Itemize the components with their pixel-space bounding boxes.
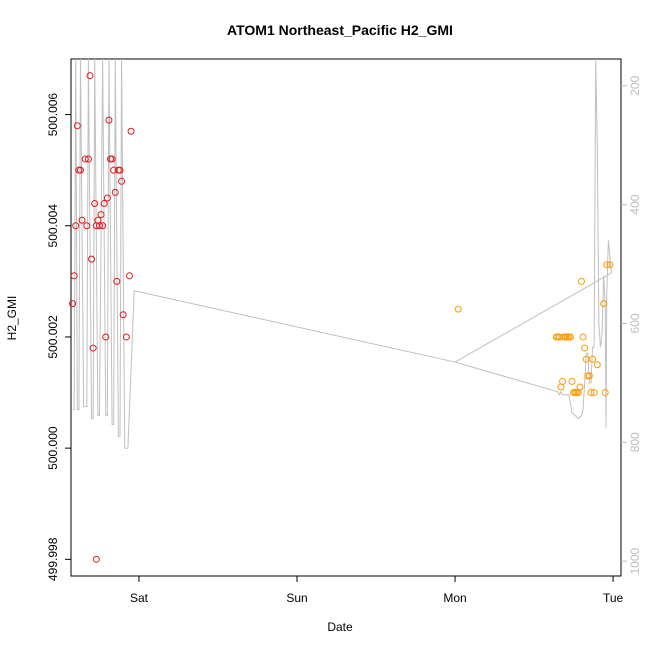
axes-layer: Sat Sun Mon Tue 499.998 500.000 500.002 500.004…: [46, 75, 642, 605]
x-tick-label: Sun: [286, 591, 307, 605]
data-point-s2: [559, 377, 567, 385]
points-layer: [69, 72, 614, 563]
data-point-s2: [601, 389, 609, 397]
x-tick-label: Mon: [443, 591, 466, 605]
data-point-s2: [581, 344, 589, 352]
y-tick-label: 499.998: [46, 537, 60, 581]
x-tick-label: Sat: [130, 591, 149, 605]
data-point-s1: [88, 255, 96, 263]
y-axis-label: H2_GMI: [5, 296, 19, 341]
data-point-s1: [92, 555, 100, 563]
data-point-s1: [84, 155, 92, 163]
data-point-s1: [70, 272, 78, 280]
data-point-s2: [566, 333, 574, 341]
y-tick-label: 500.004: [46, 204, 60, 248]
data-point-s1: [111, 188, 119, 196]
data-point-s2: [603, 261, 611, 269]
data-point-s1: [69, 300, 77, 308]
data-point-s1: [113, 277, 121, 285]
y-tick-label: 500.006: [46, 93, 60, 137]
data-point-s2: [600, 300, 608, 308]
data-point-s1: [86, 72, 94, 80]
data-point-s1: [95, 222, 103, 230]
pressure-line: [72, 59, 613, 449]
data-point-s1: [127, 127, 135, 135]
y2-tick-label: 400: [628, 194, 642, 214]
data-point-s1: [99, 222, 107, 230]
data-point-s2: [576, 383, 584, 391]
y-tick-label: 500.000: [46, 426, 60, 470]
data-point-s2: [593, 361, 601, 369]
data-point-s2: [454, 305, 462, 313]
data-point-s1: [72, 222, 80, 230]
data-point-s1: [116, 166, 124, 174]
data-point-s1: [89, 344, 97, 352]
data-point-s1: [125, 272, 133, 280]
data-point-s2: [585, 372, 593, 380]
data-point-s1: [122, 333, 130, 341]
data-point-s1: [118, 177, 126, 185]
pressure-line-layer: [72, 59, 613, 449]
data-point-s1: [73, 122, 81, 130]
data-point-s1: [97, 211, 105, 219]
chart-title: ATOM1 Northeast_Pacific H2_GMI: [227, 22, 453, 38]
data-point-s2: [589, 355, 597, 363]
data-point-s2: [587, 389, 595, 397]
data-point-s1: [119, 311, 127, 319]
data-point-s1: [76, 166, 84, 174]
x-axis-label: Date: [327, 620, 353, 634]
y2-tick-label: 800: [628, 432, 642, 452]
data-point-s1: [103, 194, 111, 202]
data-point-s1: [83, 222, 91, 230]
data-point-s2: [568, 377, 576, 385]
plot-box: [70, 58, 622, 577]
data-point-s1: [102, 333, 110, 341]
data-point-s1: [78, 216, 86, 224]
plot-area: [70, 58, 622, 577]
data-point-s2: [606, 261, 614, 269]
data-point-s1: [81, 155, 89, 163]
data-point-s1: [100, 200, 108, 208]
y2-tick-label: 1000: [628, 547, 642, 574]
data-point-s2: [590, 389, 598, 397]
x-tick-label: Tue: [603, 591, 624, 605]
y-tick-label: 500.002: [46, 315, 60, 359]
data-point-s2: [579, 333, 587, 341]
data-point-s1: [108, 155, 116, 163]
data-point-s1: [105, 116, 113, 124]
data-point-s1: [91, 200, 99, 208]
data-point-s2: [577, 277, 585, 285]
y2-tick-label: 600: [628, 313, 642, 333]
y2-tick-label: 200: [628, 75, 642, 95]
